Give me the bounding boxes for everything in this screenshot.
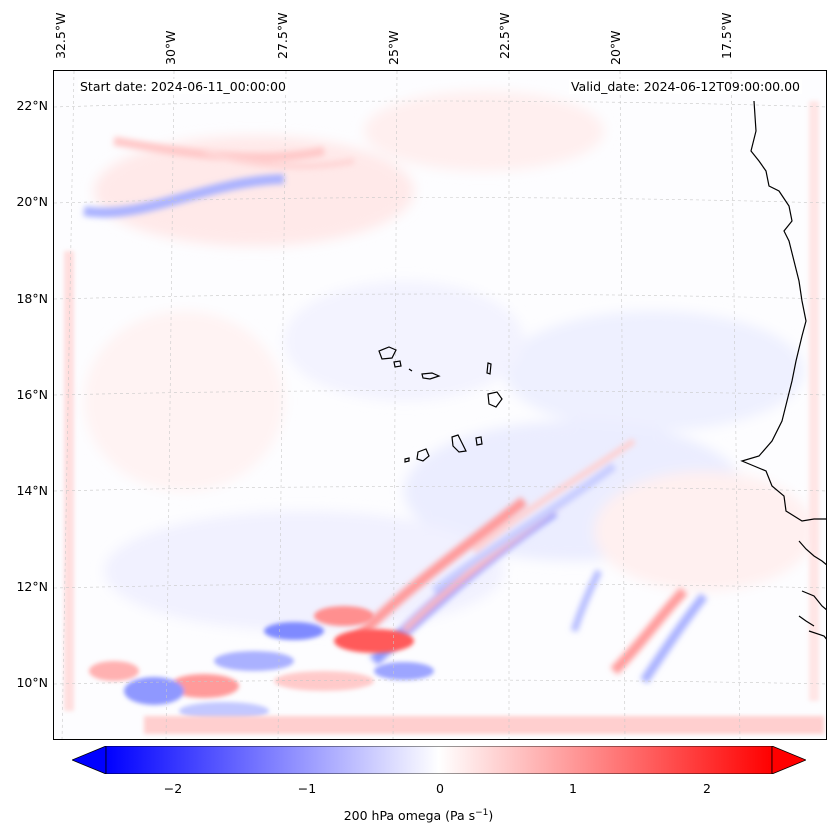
start-date-label: Start date: 2024-06-11_00:00:00 <box>78 79 288 94</box>
colorbar-label: 200 hPa omega (Pa s−1) <box>0 808 837 823</box>
weak-field-patches <box>84 91 814 631</box>
lat-label-16n: 16°N <box>16 387 48 402</box>
lat-label-10n: 10°N <box>16 675 48 690</box>
africa-coastline <box>740 100 826 522</box>
colorbar-tick-label: −1 <box>297 781 317 796</box>
gridlines <box>54 71 826 739</box>
lat-label-12n: 12°N <box>16 579 48 594</box>
cape-verde-islands <box>378 346 503 463</box>
colorbar-tick-label: 0 <box>436 781 444 796</box>
colorbar-gradient <box>105 746 773 774</box>
colorbar-tick-label: 2 <box>703 781 711 796</box>
lon-label-30w: 30°W <box>163 30 178 65</box>
colorbar-extend-low <box>72 746 107 774</box>
omega-field-map <box>54 71 826 739</box>
colorbar-label-end: ) <box>488 808 494 824</box>
lon-label-27-5w: 27.5°W <box>275 12 290 59</box>
lon-label-32-5w: 32.5°W <box>53 12 68 59</box>
lat-label-20n: 20°N <box>16 194 48 209</box>
boundary-artifacts <box>64 101 824 734</box>
upper-left-streaks <box>83 136 355 218</box>
colorbar-tick-label: 1 <box>569 781 577 796</box>
map-panel: Start date: 2024-06-11_00:00:00 Valid_da… <box>53 70 827 740</box>
colorbar-label-text: 200 hPa omega (Pa s <box>343 808 476 824</box>
valid-date-label: Valid_date: 2024-06-12T09:00:00.00 <box>568 79 802 94</box>
diagonal-bands <box>350 438 708 684</box>
lon-label-25w: 25°W <box>386 30 401 65</box>
lon-label-22-5w: 22.5°W <box>497 12 512 59</box>
lat-label-22n: 22°N <box>16 98 48 113</box>
lat-label-18n: 18°N <box>16 291 48 306</box>
colorbar <box>72 746 806 774</box>
coast-detail <box>798 540 826 640</box>
lon-label-17-5w: 17.5°W <box>719 12 734 59</box>
convective-cluster <box>89 606 434 720</box>
colorbar-extend-high <box>771 746 806 774</box>
colorbar-label-exponent: −1 <box>475 808 489 818</box>
lat-label-14n: 14°N <box>16 483 48 498</box>
lon-label-20w: 20°W <box>608 30 623 65</box>
colorbar-tick-label: −2 <box>163 781 183 796</box>
